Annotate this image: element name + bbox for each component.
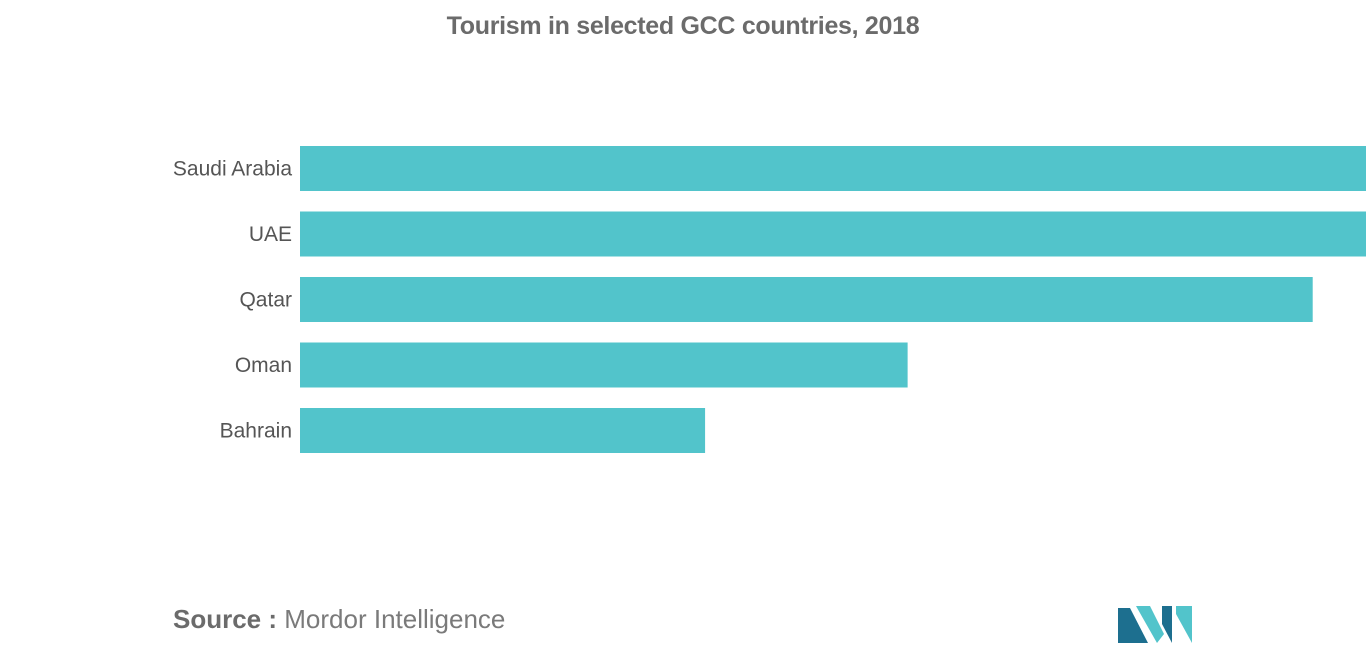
logo-shape-right [1162,606,1172,643]
logo-shape-left [1118,608,1148,643]
bars-group [300,146,1366,453]
category-label-oman: Oman [235,354,292,377]
bar-qatar [300,277,1313,322]
category-label-bahrain: Bahrain [220,420,292,443]
source-note: Source : Mordor Intelligence [173,604,505,635]
bar-bahrain [300,408,706,453]
chart-title: Tourism in selected GCC countries, 2018 [446,12,920,40]
category-label-uae: UAE [249,223,292,246]
category-label-saudi-arabia: Saudi Arabia [173,158,292,181]
mordor-intelligence-logo [1118,606,1192,643]
source-value: Mordor Intelligence [284,604,506,634]
category-labels: Saudi Arabia UAE Qatar Oman Bahrain [173,158,292,443]
logo-shape-mid [1136,606,1164,643]
logo-shape-far-right [1176,606,1192,643]
bar-saudi-arabia [300,146,1366,191]
category-label-qatar: Qatar [239,289,292,312]
bar-oman [300,342,908,388]
bar-uae [300,211,1366,257]
source-label: Source : [173,604,278,634]
